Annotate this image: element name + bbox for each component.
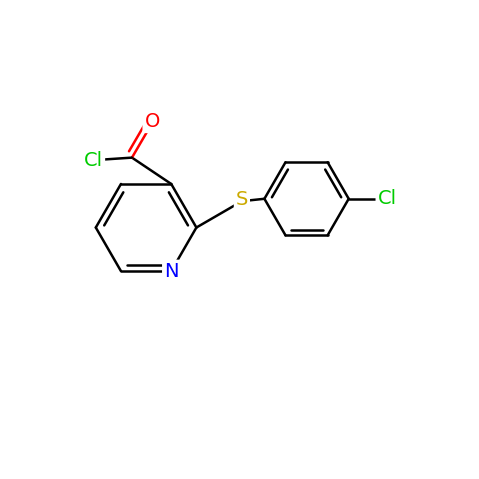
Text: S: S <box>236 190 248 209</box>
Text: N: N <box>164 262 179 281</box>
Text: O: O <box>144 112 160 131</box>
Text: Cl: Cl <box>84 150 103 170</box>
Text: Cl: Cl <box>377 189 397 208</box>
